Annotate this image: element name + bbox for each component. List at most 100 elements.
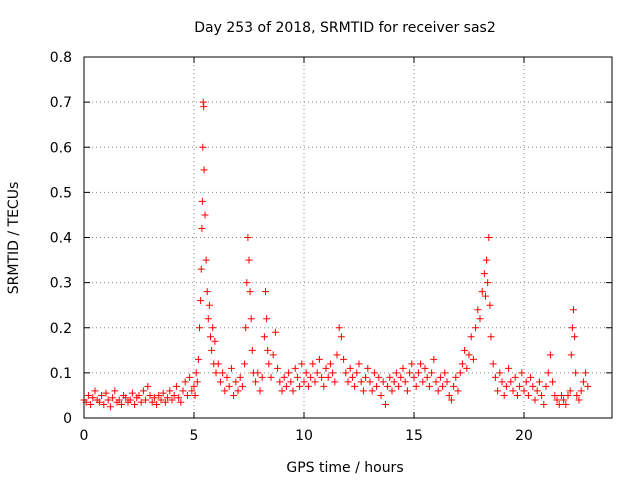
- data-point-marker: [205, 301, 213, 309]
- data-point-marker: [153, 400, 161, 408]
- data-point-marker: [456, 369, 464, 377]
- data-point-marker: [207, 333, 214, 341]
- data-point-marker: [500, 391, 508, 399]
- data-point-marker: [513, 391, 521, 399]
- data-point-marker: [313, 369, 321, 377]
- data-point-marker: [258, 373, 266, 381]
- data-point-marker: [137, 398, 145, 406]
- data-point-marker: [194, 355, 202, 363]
- y-tick-label: 0.8: [50, 50, 72, 66]
- data-point-marker: [204, 315, 212, 323]
- data-point-marker: [225, 382, 233, 390]
- data-point-marker: [177, 398, 185, 406]
- data-point-marker: [135, 391, 143, 399]
- y-tick-label: 0.6: [50, 140, 72, 156]
- data-point-marker: [304, 382, 312, 390]
- data-point-marker: [370, 369, 378, 377]
- data-point-marker: [282, 382, 290, 390]
- data-point-marker: [263, 315, 271, 323]
- data-point-marker: [379, 378, 387, 386]
- data-point-marker: [445, 391, 453, 399]
- data-point-marker: [183, 391, 191, 399]
- data-point-marker: [190, 382, 198, 390]
- data-point-marker: [269, 351, 277, 359]
- data-point-marker: [511, 373, 519, 381]
- y-tick-label: 0.4: [50, 231, 72, 247]
- y-axis-ticks: 0 0.1 0.2 0.3 0.4 0.5 0.6 0.7 0.8: [50, 50, 612, 427]
- data-point-marker: [408, 360, 416, 368]
- data-point-marker: [351, 382, 359, 390]
- data-point-marker: [236, 373, 244, 381]
- data-point-marker: [87, 400, 95, 408]
- data-point-marker: [102, 389, 110, 397]
- data-point-marker: [243, 279, 251, 287]
- plot-frame: [83, 56, 613, 419]
- data-point-marker: [584, 382, 592, 390]
- data-point-marker: [274, 364, 282, 372]
- data-point-marker: [443, 378, 451, 386]
- data-point-marker: [201, 211, 209, 219]
- data-point-marker: [577, 387, 585, 395]
- data-point-marker: [564, 391, 572, 399]
- data-point-marker: [329, 369, 337, 377]
- data-point-marker: [395, 382, 403, 390]
- data-point-marker: [579, 378, 587, 386]
- data-point-marker: [260, 333, 268, 341]
- data-point-marker: [131, 400, 139, 408]
- data-point-marker: [271, 328, 279, 336]
- data-point-marker: [221, 387, 229, 395]
- data-point-marker: [175, 394, 183, 402]
- data-point-marker: [531, 396, 539, 404]
- data-point-marker: [322, 364, 330, 372]
- data-point-marker: [560, 396, 568, 404]
- data-point-marker: [546, 351, 554, 359]
- data-point-marker: [91, 387, 99, 395]
- data-point-marker: [540, 400, 548, 408]
- data-point-marker: [410, 373, 418, 381]
- x-tick-label: 5: [190, 428, 199, 444]
- data-point-marker: [452, 373, 460, 381]
- data-point-marker: [214, 360, 222, 368]
- data-point-marker: [414, 369, 422, 377]
- data-point-marker: [465, 351, 473, 359]
- data-point-marker: [568, 324, 576, 332]
- data-point-marker: [157, 396, 165, 404]
- data-point-marker: [159, 389, 167, 397]
- data-point-marker: [386, 373, 394, 381]
- data-point-marker: [421, 364, 429, 372]
- data-point-marker: [566, 387, 574, 395]
- data-point-marker: [529, 382, 537, 390]
- data-point-marker: [535, 378, 543, 386]
- data-point-marker: [562, 400, 570, 408]
- data-point-marker: [447, 396, 455, 404]
- data-point-marker: [331, 378, 339, 386]
- data-point-marker: [179, 387, 187, 395]
- data-point-marker: [518, 369, 526, 377]
- data-point-marker: [298, 360, 306, 368]
- data-point-marker: [439, 382, 447, 390]
- data-point-marker: [401, 378, 409, 386]
- data-point-marker: [567, 351, 575, 359]
- data-point-marker: [309, 360, 317, 368]
- data-point-marker: [575, 396, 583, 404]
- data-point-marker: [155, 391, 163, 399]
- data-point-marker: [482, 292, 489, 300]
- data-point-marker: [454, 387, 462, 395]
- data-point-marker: [164, 394, 172, 402]
- data-point-marker: [244, 234, 252, 241]
- data-point-marker: [458, 360, 466, 368]
- data-point-marker: [287, 378, 295, 386]
- data-point-marker: [544, 369, 552, 377]
- y-tick-label: 0.1: [50, 366, 72, 382]
- data-point-marker: [254, 369, 262, 377]
- data-point-marker: [538, 391, 546, 399]
- data-point-marker: [289, 387, 297, 395]
- data-point-marker: [264, 346, 272, 354]
- data-point-marker: [196, 324, 203, 332]
- data-point-marker: [342, 369, 350, 377]
- data-point-marker: [188, 387, 196, 395]
- data-point-marker: [520, 387, 528, 395]
- data-point-marker: [571, 333, 579, 341]
- data-point-marker: [476, 315, 484, 323]
- data-point-marker: [234, 387, 242, 395]
